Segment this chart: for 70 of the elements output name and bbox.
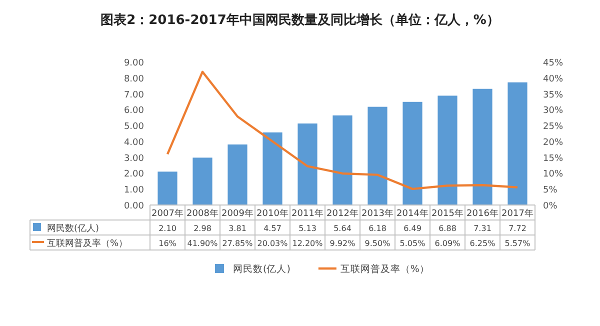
bar xyxy=(298,123,318,205)
y2-tick-label: 35% xyxy=(543,90,564,100)
data-label: 5.05% xyxy=(400,239,426,248)
data-label: 2.10 xyxy=(158,224,176,233)
bar xyxy=(332,115,352,205)
y-tick-label: 1.00 xyxy=(124,186,144,196)
x-tick-label: 2016年 xyxy=(466,208,498,219)
y2-tick-label: 0% xyxy=(543,202,558,212)
y2-tick-label: 15% xyxy=(543,154,564,164)
y2-tick-label: 5% xyxy=(543,186,558,196)
data-label: 5.64 xyxy=(334,224,352,233)
data-label: 6.09% xyxy=(434,239,461,248)
x-tick-label: 2013年 xyxy=(362,208,394,219)
y-tick-label: 4.00 xyxy=(124,138,144,148)
y-tick-label: 7.00 xyxy=(124,90,144,100)
x-tick-label: 2009年 xyxy=(222,208,254,219)
data-label: 4.57 xyxy=(264,224,282,233)
bar xyxy=(192,158,212,205)
x-tick-label: 2017年 xyxy=(502,208,534,219)
bar xyxy=(438,96,458,205)
y2-tick-label: 45% xyxy=(543,58,564,68)
data-label: 6.18 xyxy=(368,224,386,233)
x-tick-label: 2010年 xyxy=(256,208,288,219)
data-label: 5.57% xyxy=(504,239,531,248)
bar xyxy=(402,102,422,205)
y-tick-label: 0.00 xyxy=(124,202,144,212)
x-tick-label: 2015年 xyxy=(432,208,464,219)
data-label: 6.88 xyxy=(438,224,456,233)
y2-tick-label: 20% xyxy=(543,138,564,148)
bar xyxy=(262,132,282,205)
data-label: 7.31 xyxy=(474,224,492,233)
x-tick-label: 2007年 xyxy=(152,208,184,219)
text: 互联网普及率（%） xyxy=(340,264,430,275)
bar xyxy=(158,172,178,205)
y-tick-label: 8.00 xyxy=(124,74,144,84)
data-label: 27.85% xyxy=(222,239,254,248)
y2-tick-label: 30% xyxy=(543,106,564,116)
chart-title: 图表2：2016-2017年中国网民数量及同比增长（单位：亿人，%） xyxy=(100,12,500,28)
data-label: 6.49 xyxy=(404,224,422,233)
text: 网民数(亿人) xyxy=(47,224,100,234)
y2-tick-label: 25% xyxy=(543,122,564,132)
data-label: 41.90% xyxy=(187,239,218,248)
y-tick-label: 3.00 xyxy=(124,154,144,164)
data-label: 16% xyxy=(158,239,177,248)
data-label: 5.13 xyxy=(298,224,316,233)
data-label: 2.98 xyxy=(194,224,212,233)
x-tick-label: 2012年 xyxy=(326,208,358,219)
y-tick-label: 5.00 xyxy=(124,122,144,132)
x-tick-label: 2014年 xyxy=(396,208,428,219)
x-tick-label: 2011年 xyxy=(292,208,324,219)
data-label: 20.03% xyxy=(257,239,288,248)
y-tick-label: 2.00 xyxy=(124,170,144,180)
y-tick-label: 9.00 xyxy=(124,58,144,68)
legend-label: 互联网普及率（%） xyxy=(47,238,128,249)
bar xyxy=(228,144,248,205)
y2-tick-label: 40% xyxy=(543,74,564,84)
data-label: 12.20% xyxy=(292,239,324,248)
data-label: 7.72 xyxy=(508,224,526,233)
data-label: 6.25% xyxy=(470,239,496,248)
data-label: 3.81 xyxy=(228,224,246,233)
y-tick-label: 6.00 xyxy=(124,106,144,116)
x-tick-label: 2008年 xyxy=(186,208,218,219)
legend-label: 网民数(亿人) xyxy=(233,264,290,275)
data-label: 9.50% xyxy=(364,239,391,248)
y2-tick-label: 10% xyxy=(543,170,564,180)
data-label: 9.92% xyxy=(330,239,356,248)
bar xyxy=(368,106,388,205)
bar xyxy=(472,88,492,205)
bar xyxy=(508,82,528,205)
line-series xyxy=(166,70,519,190)
